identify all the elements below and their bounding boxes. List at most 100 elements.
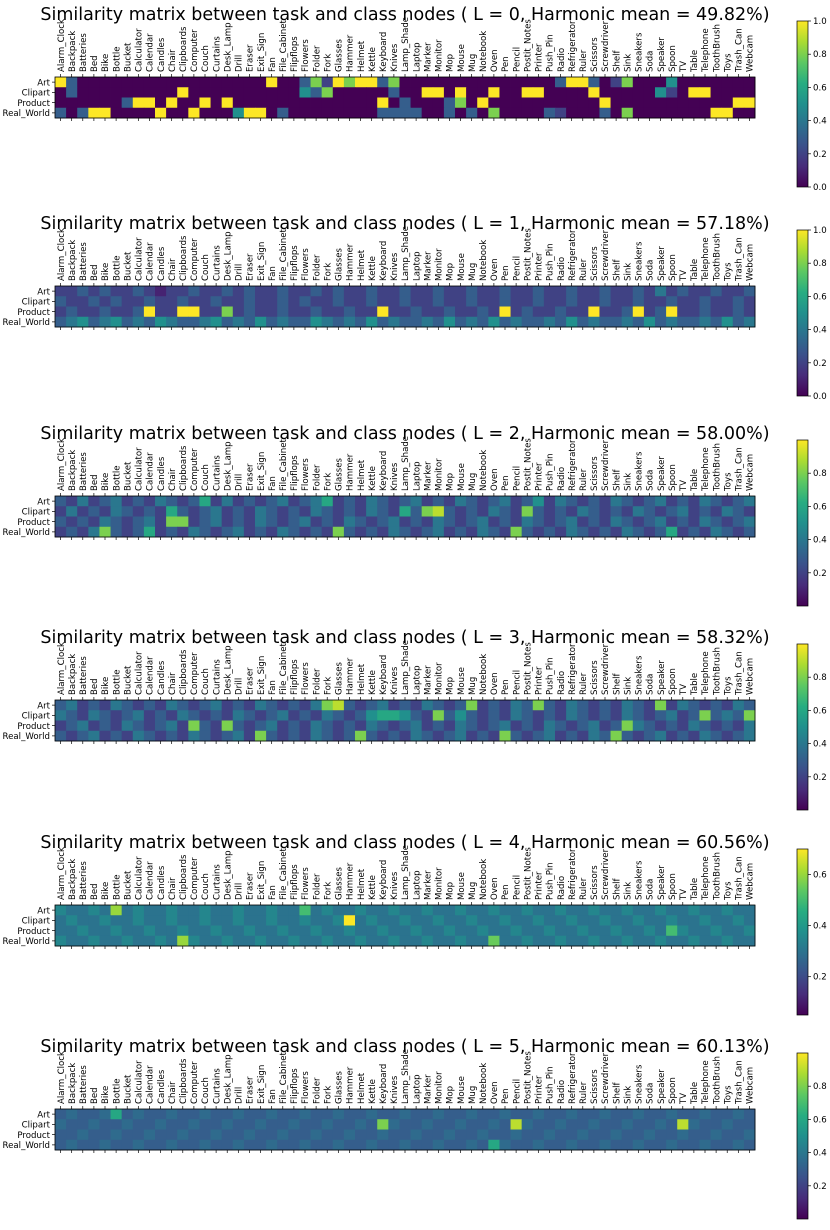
column-label: Fork bbox=[323, 677, 333, 695]
heatmap-cell bbox=[521, 925, 534, 937]
heatmap-cell bbox=[566, 925, 578, 937]
heatmap-cell bbox=[121, 1109, 134, 1120]
heatmap-cell bbox=[610, 905, 623, 916]
heatmap-cell bbox=[55, 1139, 67, 1151]
column-label: Hammer bbox=[346, 34, 356, 72]
heatmap-cell bbox=[455, 286, 467, 297]
heatmap-cell bbox=[366, 506, 378, 517]
heatmap-cell bbox=[221, 1119, 234, 1130]
heatmap-cell bbox=[155, 496, 167, 507]
heatmap-cell bbox=[677, 496, 689, 507]
heatmap-cell bbox=[588, 107, 600, 119]
heatmap-cell bbox=[132, 905, 145, 916]
column-label: TV bbox=[679, 684, 689, 696]
heatmap-cell bbox=[743, 730, 756, 742]
heatmap-cell bbox=[121, 935, 134, 947]
column-label: File_Cabinet bbox=[279, 847, 289, 900]
heatmap-cell bbox=[388, 516, 400, 528]
heatmap-cell bbox=[55, 935, 67, 947]
heatmap-cell bbox=[66, 97, 78, 109]
column-label: Mop bbox=[446, 54, 456, 72]
heatmap-cell bbox=[332, 700, 345, 711]
column-label: Printer bbox=[535, 1075, 545, 1104]
heatmap-cell bbox=[99, 1129, 111, 1141]
heatmap-cell bbox=[266, 306, 278, 318]
column-label: Kettle bbox=[368, 1079, 378, 1104]
heatmap-cell bbox=[455, 1129, 467, 1141]
heatmap-cell bbox=[121, 496, 134, 507]
heatmap-cell bbox=[677, 905, 689, 916]
heatmap-cell bbox=[399, 905, 411, 916]
heatmap-cell bbox=[421, 925, 434, 937]
column-label: Flowers bbox=[301, 867, 311, 900]
column-label: Folder bbox=[312, 1077, 322, 1104]
heatmap-cell bbox=[543, 87, 556, 98]
heatmap-cell bbox=[166, 107, 178, 119]
heatmap-cell bbox=[66, 496, 78, 507]
heatmap-cell bbox=[66, 720, 78, 732]
heatmap-cell bbox=[110, 306, 123, 318]
heatmap-panel-4: Similarity matrix between task and class… bbox=[3, 833, 827, 1016]
heatmap-cell bbox=[466, 506, 478, 517]
heatmap-cell bbox=[110, 286, 123, 297]
heatmap-cell bbox=[177, 1139, 189, 1151]
heatmap-cell bbox=[543, 107, 556, 119]
heatmap-cell bbox=[110, 1139, 123, 1151]
heatmap-cell bbox=[532, 1119, 545, 1130]
heatmap-cell bbox=[710, 915, 723, 926]
column-label: Curtains bbox=[212, 245, 222, 281]
column-label: Notebook bbox=[479, 450, 489, 491]
heatmap-cell bbox=[399, 506, 411, 517]
heatmap-cell bbox=[699, 935, 711, 947]
heatmap-cell bbox=[688, 720, 700, 732]
column-label: Pen bbox=[501, 56, 511, 72]
heatmap-cell bbox=[410, 1119, 423, 1130]
column-label: Drill bbox=[235, 474, 245, 491]
heatmap-cell bbox=[299, 1119, 311, 1130]
column-label: Chair bbox=[168, 258, 178, 281]
heatmap-cell bbox=[188, 296, 200, 307]
heatmap-cell bbox=[188, 1139, 200, 1151]
column-label: Postit_Notes bbox=[523, 19, 533, 72]
heatmap-cell bbox=[110, 316, 123, 328]
column-label: Fork bbox=[323, 882, 333, 900]
column-label: ToothBrush bbox=[712, 647, 722, 696]
heatmap-cell bbox=[243, 77, 256, 88]
heatmap-cell bbox=[710, 925, 723, 937]
heatmap-cell bbox=[599, 97, 611, 109]
heatmap-cell bbox=[155, 700, 167, 711]
column-label: Bike bbox=[101, 54, 111, 72]
column-label: Sink bbox=[623, 677, 633, 695]
heatmap-cell bbox=[143, 720, 156, 732]
heatmap-cell bbox=[288, 526, 300, 538]
heatmap-cell bbox=[288, 935, 300, 947]
heatmap-cell bbox=[543, 526, 556, 538]
heatmap-cell bbox=[688, 316, 700, 328]
heatmap-cell bbox=[377, 710, 389, 721]
heatmap-cell bbox=[443, 915, 456, 926]
heatmap-cell bbox=[321, 296, 334, 307]
column-label: Mouse bbox=[457, 44, 467, 72]
column-label: Chair bbox=[168, 672, 178, 695]
heatmap-cell bbox=[321, 107, 334, 119]
column-label: Bucket bbox=[123, 665, 133, 695]
column-label: Exit_Sign bbox=[257, 861, 267, 900]
heatmap-cell bbox=[377, 730, 389, 742]
heatmap-cell bbox=[443, 935, 456, 947]
heatmap-cell bbox=[343, 526, 356, 538]
heatmap-cell bbox=[232, 286, 245, 297]
heatmap-cell bbox=[499, 296, 511, 307]
heatmap-cell bbox=[732, 97, 745, 109]
heatmap-cell bbox=[88, 1139, 100, 1151]
heatmap-cell bbox=[343, 87, 356, 98]
column-label: Flipflops bbox=[290, 36, 300, 72]
heatmap-cell bbox=[555, 286, 567, 297]
heatmap-cell bbox=[177, 506, 189, 517]
column-label: Oven bbox=[490, 672, 500, 695]
heatmap-cell bbox=[321, 925, 334, 937]
column-label: Lamp_Shade bbox=[401, 17, 411, 72]
heatmap-cell bbox=[466, 1109, 478, 1120]
heatmap-cell bbox=[166, 720, 178, 732]
heatmap-cell bbox=[121, 1139, 134, 1151]
heatmap-cell bbox=[643, 915, 656, 926]
